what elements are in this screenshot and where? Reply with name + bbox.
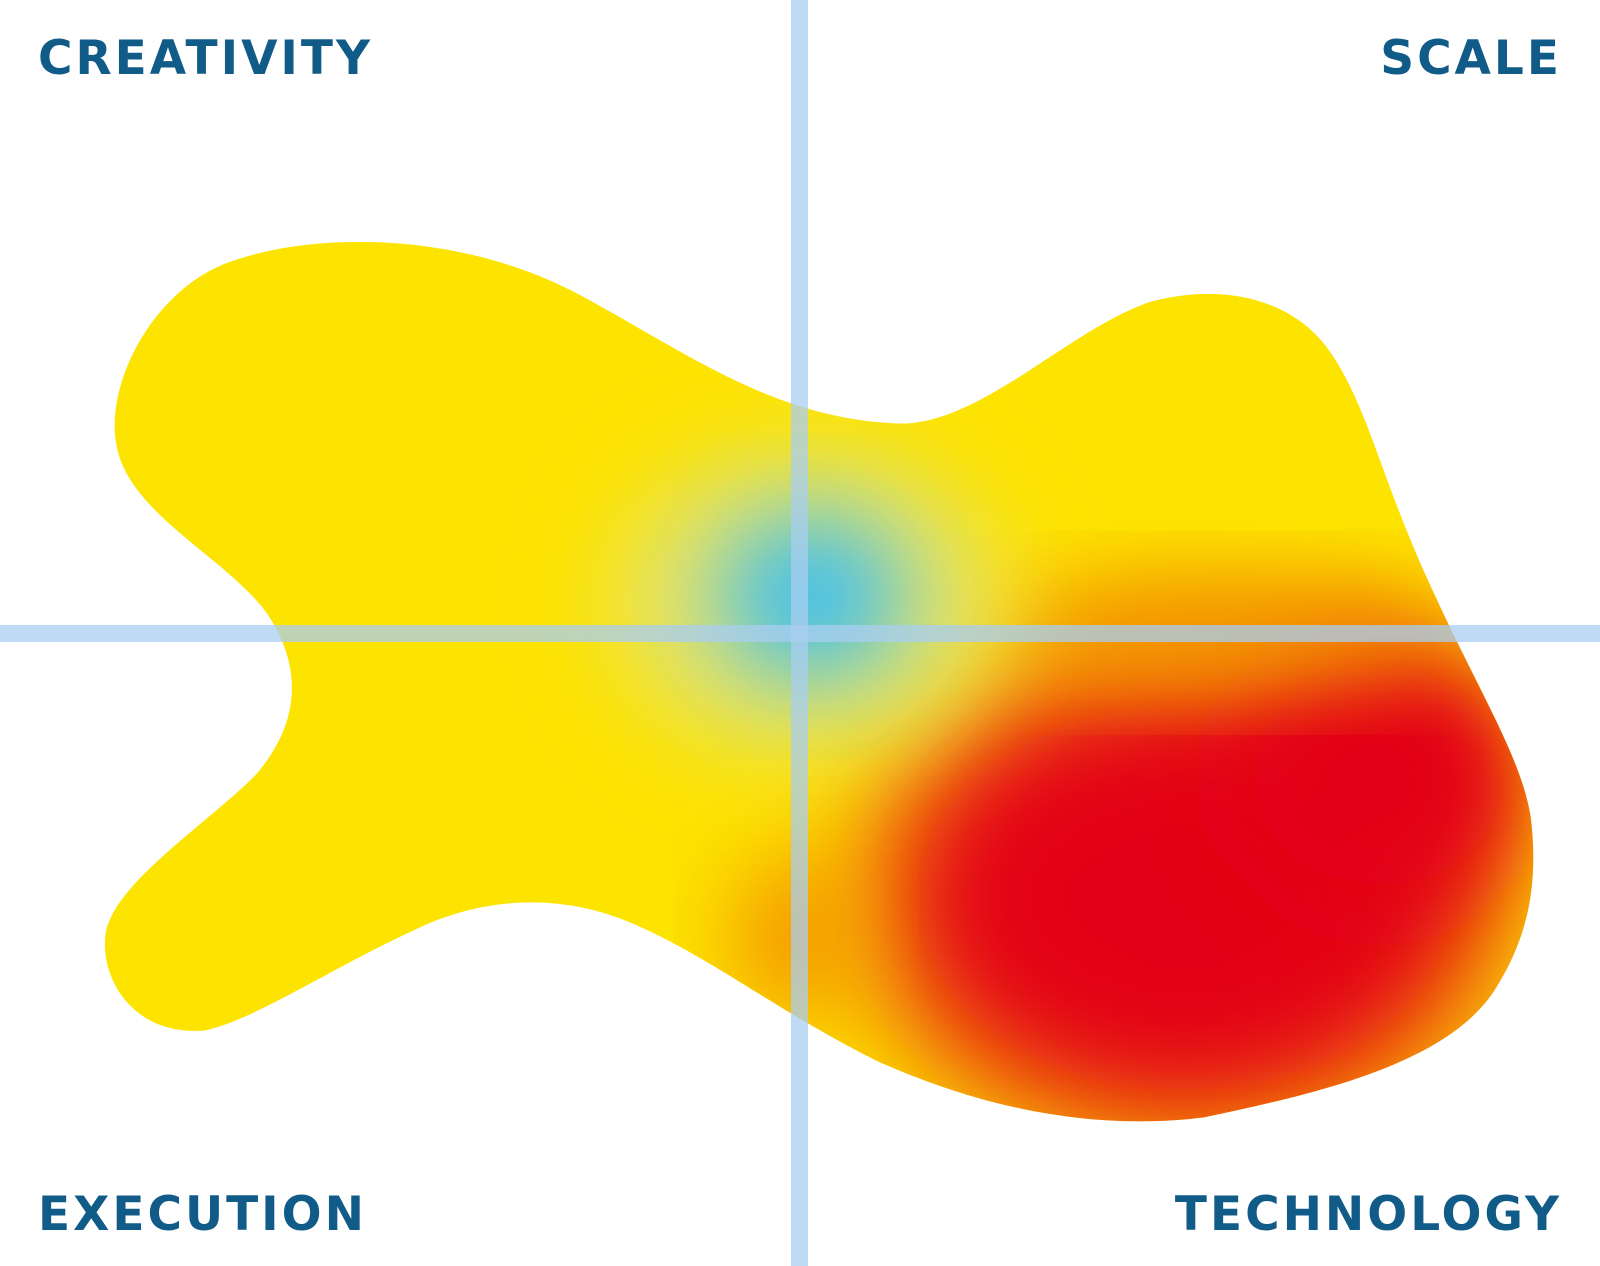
quadrant-label: TECHNOLOGY	[1175, 1187, 1562, 1242]
quadrant-label: CREATIVITY	[38, 31, 373, 86]
quadrant-label: SCALE	[1380, 31, 1562, 86]
horizontal-axis	[0, 625, 1600, 642]
quadrant-label: EXECUTION	[38, 1187, 367, 1242]
